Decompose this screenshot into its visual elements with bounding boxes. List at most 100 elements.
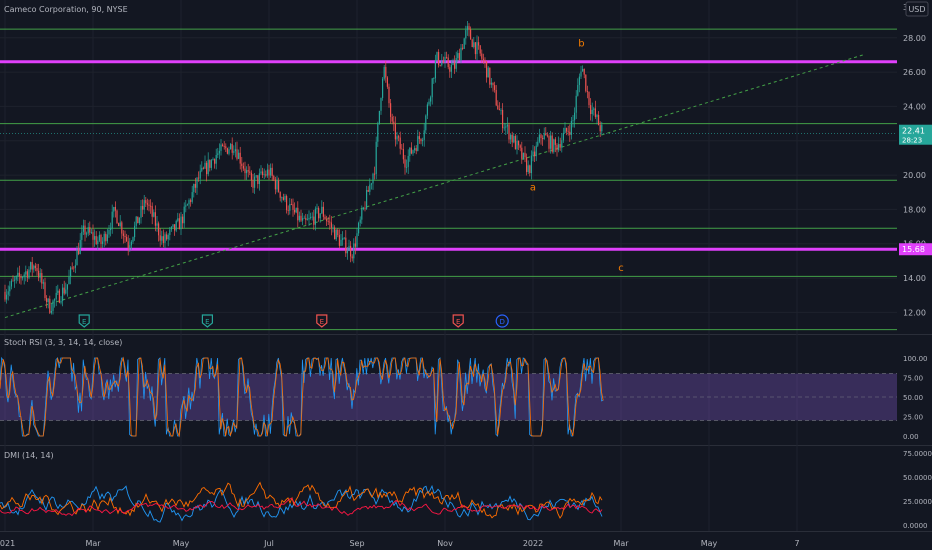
candle-body bbox=[482, 58, 484, 60]
candle-body bbox=[318, 208, 320, 219]
candle-body bbox=[570, 121, 572, 135]
candle-body bbox=[279, 191, 281, 198]
candle-body bbox=[217, 153, 219, 155]
candle-body bbox=[468, 26, 470, 30]
candle-body bbox=[414, 148, 416, 151]
currency-badge[interactable] bbox=[905, 1, 929, 17]
candle-body bbox=[545, 133, 547, 136]
candle-body bbox=[218, 150, 220, 154]
candle-body bbox=[260, 171, 262, 174]
earnings-marker[interactable] bbox=[316, 314, 328, 328]
candle-body bbox=[150, 205, 152, 207]
candle-body bbox=[188, 200, 190, 205]
candle-body bbox=[422, 139, 424, 142]
candle-body bbox=[140, 205, 142, 218]
candle-body bbox=[542, 138, 544, 140]
time-tick-label: 7 bbox=[794, 539, 799, 548]
bar-countdown-label: 28:23 bbox=[902, 137, 922, 145]
event-marker-label: E bbox=[82, 318, 86, 326]
candle-body bbox=[535, 145, 537, 157]
candle-body bbox=[262, 171, 264, 176]
candle-body bbox=[553, 139, 555, 152]
candle-body bbox=[177, 218, 179, 221]
candle-body bbox=[308, 217, 310, 220]
candle-body bbox=[404, 159, 406, 168]
event-marker-label: E bbox=[205, 318, 209, 326]
candle-body bbox=[31, 262, 33, 270]
candle-body bbox=[52, 300, 54, 311]
candle-body bbox=[20, 276, 22, 279]
candle-body bbox=[590, 105, 592, 115]
candle-body bbox=[212, 159, 214, 161]
candle-body bbox=[276, 180, 278, 190]
candle-body bbox=[366, 190, 368, 209]
candle-body bbox=[343, 237, 345, 239]
candle-body bbox=[359, 219, 361, 223]
candle-body bbox=[132, 237, 134, 242]
candle-body bbox=[111, 211, 113, 229]
candle-body bbox=[297, 207, 299, 221]
candle-body bbox=[407, 155, 409, 167]
dividend-marker[interactable] bbox=[495, 314, 509, 328]
time-tick-label: May bbox=[701, 539, 718, 548]
candle-body bbox=[519, 145, 521, 148]
candle-body bbox=[231, 143, 233, 153]
dmi-plus-line bbox=[0, 484, 603, 523]
candle-body bbox=[142, 205, 144, 210]
candle-body bbox=[145, 200, 147, 204]
candle-body bbox=[161, 236, 163, 241]
candle-body bbox=[119, 222, 121, 227]
candle-body bbox=[30, 262, 32, 270]
candle-body bbox=[71, 267, 73, 269]
price-tick-label: 20.00 bbox=[903, 171, 926, 180]
candle-body bbox=[470, 29, 472, 40]
candle-body bbox=[527, 165, 529, 173]
candle-body bbox=[508, 124, 510, 140]
candle-body bbox=[510, 134, 512, 140]
candle-body bbox=[116, 210, 118, 224]
candle-body bbox=[546, 135, 548, 137]
candle-body bbox=[286, 196, 288, 211]
candle-body bbox=[33, 265, 35, 270]
candle-body bbox=[138, 217, 140, 224]
time-tick-label: Sep bbox=[349, 539, 364, 548]
candle-body bbox=[585, 74, 587, 92]
candle-body bbox=[258, 173, 260, 184]
candle-body bbox=[220, 144, 222, 151]
candle-body bbox=[18, 272, 20, 277]
candle-body bbox=[209, 159, 211, 168]
candle-body bbox=[516, 140, 518, 150]
candle-body bbox=[426, 104, 428, 116]
earnings-marker[interactable] bbox=[78, 314, 90, 328]
candle-body bbox=[50, 310, 52, 313]
candle-body bbox=[310, 217, 312, 218]
candle-body bbox=[270, 167, 272, 176]
candle-body bbox=[55, 292, 57, 300]
candle-body bbox=[583, 68, 585, 75]
candle-body bbox=[44, 282, 46, 299]
stoch-tick-label: 100.00 bbox=[903, 355, 928, 363]
candle-body bbox=[6, 294, 8, 300]
candle-body bbox=[457, 53, 459, 59]
candle-body bbox=[425, 115, 427, 131]
candle-body bbox=[306, 219, 308, 221]
candle-body bbox=[17, 272, 19, 277]
candle-body bbox=[39, 273, 41, 278]
candle-body bbox=[298, 215, 300, 221]
candle-body bbox=[393, 121, 395, 124]
time-tick-label: 2022 bbox=[523, 539, 543, 548]
candle-body bbox=[375, 141, 377, 174]
candle-body bbox=[239, 152, 241, 164]
earnings-marker[interactable] bbox=[201, 314, 213, 328]
candle-body bbox=[326, 219, 328, 222]
candle-body bbox=[223, 146, 225, 147]
candle-body bbox=[313, 216, 315, 225]
candle-body bbox=[321, 206, 323, 214]
candle-body bbox=[122, 233, 124, 236]
candle-body bbox=[169, 229, 171, 236]
candle-body bbox=[214, 159, 216, 164]
candle-body bbox=[186, 204, 188, 206]
earnings-marker[interactable] bbox=[452, 314, 464, 328]
candle-body bbox=[537, 141, 539, 146]
